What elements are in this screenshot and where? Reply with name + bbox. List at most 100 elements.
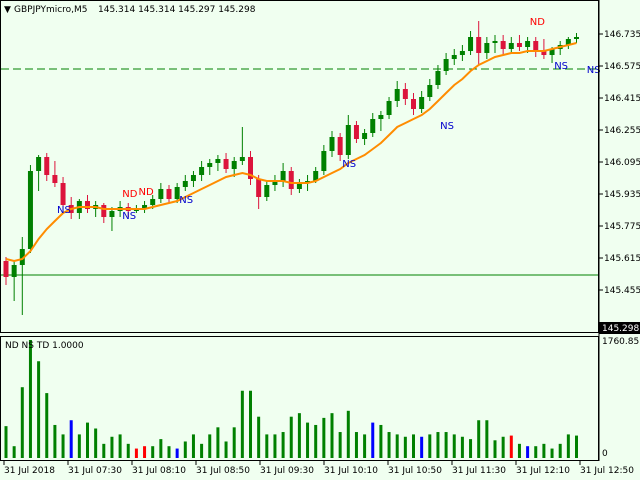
candle: [3, 257, 9, 285]
volume-bar: [159, 439, 163, 458]
candle: [109, 207, 115, 231]
candle-body: [256, 179, 262, 197]
candle: [484, 37, 490, 59]
candle: [378, 111, 384, 131]
candle: [264, 181, 270, 201]
candle-body: [353, 125, 359, 139]
candle-body: [541, 51, 547, 55]
candle: [190, 171, 196, 187]
candle-body: [27, 171, 33, 249]
candle-body: [174, 187, 180, 199]
candle-body: [329, 137, 335, 151]
candle: [500, 35, 506, 55]
volume-bar: [412, 434, 415, 458]
volume-bar: [53, 424, 57, 458]
time-axis-label: 31 Jul 08:50: [196, 466, 250, 476]
candle-body: [19, 249, 25, 265]
volume-bar: [403, 436, 407, 458]
time-axis-label: 31 Jul 11:30: [452, 466, 506, 476]
volume-bar: [379, 424, 383, 458]
volume-bar: [110, 436, 114, 458]
candle: [468, 31, 474, 55]
volume-bar: [265, 434, 269, 458]
price-axis-label: 145.775: [604, 222, 640, 232]
candle-body: [150, 199, 156, 205]
volume-bar: [509, 435, 513, 458]
candle-body: [411, 99, 416, 109]
candle-body: [272, 181, 278, 185]
candle-body: [476, 37, 482, 53]
signal-label: NS: [342, 159, 356, 170]
candle-body: [44, 157, 50, 175]
volume-bar: [61, 434, 65, 458]
candle: [76, 199, 82, 219]
volume-bar: [354, 432, 358, 458]
volume-bar: [420, 436, 424, 458]
volume-bar: [338, 432, 342, 458]
price-axis-label: 145.935: [604, 190, 640, 200]
signal-label: ND: [530, 17, 545, 28]
time-axis-label: 31 Jul 07:30: [68, 466, 122, 476]
candle: [288, 167, 294, 195]
candle-body: [321, 151, 327, 171]
volume-bar: [216, 427, 220, 458]
candle-body: [313, 171, 319, 181]
volume-bar: [485, 420, 489, 458]
ohlc-label: 145.314 145.314 145.297 145.298: [98, 5, 256, 15]
candle: [182, 175, 188, 191]
volume-bar: [346, 410, 350, 458]
candle: [256, 175, 262, 209]
signal-label: NS: [587, 65, 601, 76]
candle: [427, 79, 433, 101]
volume-bar: [534, 446, 538, 458]
candle-body: [500, 41, 506, 49]
volume-bar: [232, 427, 236, 458]
candle: [19, 237, 25, 315]
candle-body: [3, 261, 9, 277]
candle: [60, 177, 66, 213]
volume-bar: [200, 443, 204, 458]
candle: [215, 155, 221, 171]
candle: [394, 81, 400, 107]
candle: [158, 183, 164, 203]
chart-expand-icon[interactable]: ▼: [4, 5, 11, 15]
volume-bar: [134, 448, 138, 458]
candle-body: [239, 157, 245, 161]
candle-body: [142, 205, 148, 209]
candle: [280, 163, 286, 187]
volume-bar: [550, 448, 554, 458]
candle: [329, 131, 335, 157]
volume-bar: [273, 434, 277, 458]
candle-body: [508, 43, 514, 49]
candle-body: [443, 59, 449, 71]
candle-body: [402, 89, 408, 99]
candle-body: [394, 89, 400, 101]
volume-bar: [542, 443, 546, 458]
price-axis-label: 146.575: [604, 62, 640, 72]
volume-bar: [306, 422, 310, 458]
candle-body: [468, 37, 474, 51]
candle-body: [158, 189, 164, 199]
candle-body: [207, 163, 213, 167]
candle-body: [345, 125, 351, 155]
volume-bar: [501, 436, 505, 458]
volume-bar: [517, 443, 521, 458]
candle: [459, 45, 465, 61]
volume-bar: [330, 413, 334, 458]
time-axis-label: 31 Jul 10:10: [324, 466, 378, 476]
candle-body: [484, 43, 490, 53]
volume-bar: [477, 420, 481, 458]
candle-body: [516, 43, 522, 47]
candle-body: [36, 157, 42, 171]
price-axis-label: 145.615: [604, 254, 640, 264]
candle: [370, 113, 376, 137]
candle: [207, 159, 213, 175]
candle-body: [52, 175, 58, 183]
candle: [508, 37, 514, 53]
volume-bar: [143, 446, 147, 458]
candle: [11, 261, 17, 301]
volume-bar: [183, 441, 187, 458]
candle: [166, 185, 172, 203]
volume-bar: [118, 434, 122, 458]
